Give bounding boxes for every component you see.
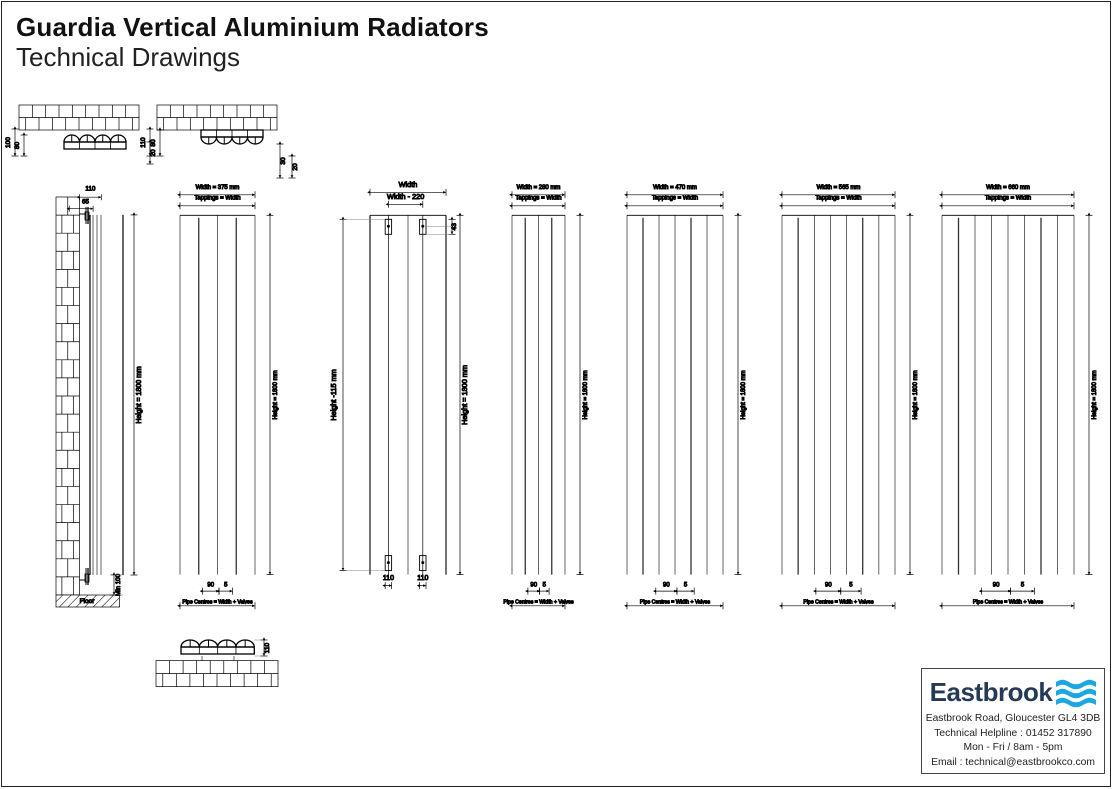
svg-text:110: 110 <box>85 186 96 193</box>
svg-text:Height = 1800 mm: Height = 1800 mm <box>913 370 919 419</box>
svg-text:Width = 375 mm: Width = 375 mm <box>196 185 240 191</box>
svg-text:110: 110 <box>383 575 394 582</box>
svg-text:80: 80 <box>14 142 21 150</box>
svg-text:Tappings = Width: Tappings = Width <box>652 196 698 202</box>
svg-text:Width - 220: Width - 220 <box>387 192 424 201</box>
svg-text:100: 100 <box>5 137 12 148</box>
svg-text:5: 5 <box>849 583 853 589</box>
svg-text:Width = 660 mm: Width = 660 mm <box>986 185 1030 191</box>
svg-text:90: 90 <box>663 583 670 589</box>
svg-text:Pipe Centres = Width + Valves: Pipe Centres = Width + Valves <box>973 600 1044 606</box>
svg-text:5: 5 <box>1021 583 1025 589</box>
svg-text:Pipe Centres = Width + Valves: Pipe Centres = Width + Valves <box>803 600 874 606</box>
svg-text:Height = 1800 mm: Height = 1800 mm <box>273 370 279 419</box>
svg-text:Min 100: Min 100 <box>115 573 122 596</box>
svg-text:110: 110 <box>264 642 271 653</box>
svg-text:65: 65 <box>82 199 90 206</box>
svg-text:90: 90 <box>825 583 832 589</box>
svg-text:Floor: Floor <box>80 598 96 605</box>
svg-text:Height = 1800 mm: Height = 1800 mm <box>583 370 589 419</box>
svg-text:Tappings = Width: Tappings = Width <box>194 196 240 202</box>
svg-text:Height = 1800 mm: Height = 1800 mm <box>741 370 747 419</box>
svg-text:Height = 1800 mm: Height = 1800 mm <box>1092 370 1098 419</box>
svg-text:30: 30 <box>280 157 287 165</box>
svg-text:20: 20 <box>292 163 299 171</box>
svg-text:5: 5 <box>543 583 547 589</box>
svg-text:Height = 1800 mm: Height = 1800 mm <box>460 365 469 425</box>
svg-text:20: 20 <box>150 149 157 157</box>
svg-text:110: 110 <box>140 137 147 148</box>
svg-text:Tappings = Width: Tappings = Width <box>985 196 1031 202</box>
svg-text:Tappings = Width: Tappings = Width <box>815 196 861 202</box>
svg-text:5: 5 <box>224 583 228 589</box>
svg-text:Width = 565 mm: Width = 565 mm <box>817 185 861 191</box>
svg-text:Pipe Centres = Width + Valves: Pipe Centres = Width + Valves <box>503 600 574 606</box>
svg-text:Height = 1800 mm: Height = 1800 mm <box>136 366 143 424</box>
svg-text:110: 110 <box>417 575 428 582</box>
svg-text:Pipe Centres = Width + Valves: Pipe Centres = Width + Valves <box>640 600 711 606</box>
svg-text:Width = 470 mm: Width = 470 mm <box>653 185 697 191</box>
svg-text:Width = 280 mm: Width = 280 mm <box>517 185 561 191</box>
svg-text:Height -115 mm: Height -115 mm <box>329 369 338 420</box>
svg-text:5: 5 <box>684 583 688 589</box>
svg-text:90: 90 <box>993 583 1000 589</box>
svg-text:Pipe Centres = Width + Valves: Pipe Centres = Width + Valves <box>182 600 253 606</box>
svg-text:Tappings = Width: Tappings = Width <box>515 196 561 202</box>
svg-text:80: 80 <box>150 139 157 147</box>
svg-text:Width: Width <box>399 180 418 189</box>
svg-text:90: 90 <box>530 583 537 589</box>
svg-text:43: 43 <box>451 223 458 231</box>
svg-text:90: 90 <box>207 583 214 589</box>
